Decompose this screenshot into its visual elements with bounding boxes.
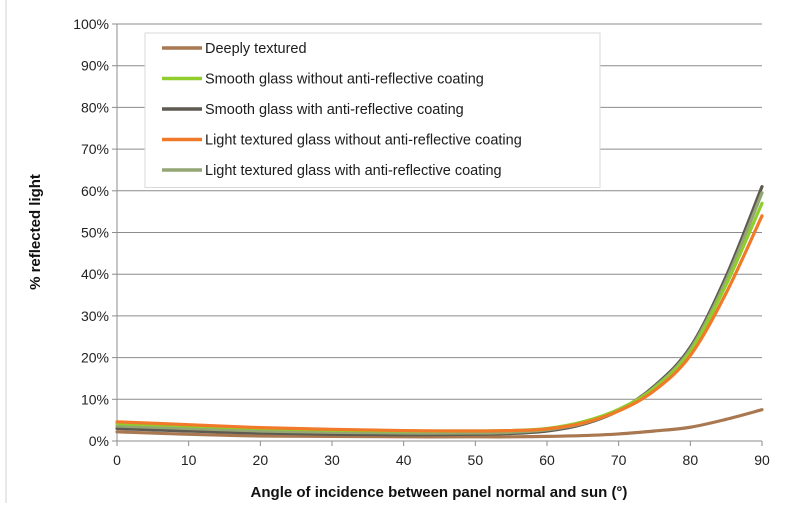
y-tick-label: 0% <box>89 433 109 449</box>
legend-label: Light textured glass without anti-reflec… <box>205 133 522 149</box>
legend-label: Smooth glass without anti-reflective coa… <box>205 72 484 88</box>
y-tick-label: 80% <box>81 99 109 115</box>
legend: Deeply textured Smooth glass without anti… <box>144 32 601 188</box>
x-tick-label: 10 <box>181 452 197 468</box>
y-tick-label: 90% <box>81 58 109 74</box>
series-line-3 <box>115 185 764 437</box>
y-tick-label: 70% <box>81 141 109 157</box>
x-tick-label: 0 <box>113 452 121 468</box>
y-tick-label: 100% <box>73 16 109 32</box>
x-tick-label: 20 <box>253 452 269 468</box>
legend-label: Smooth glass with anti-reflective coatin… <box>205 102 464 118</box>
legend-label: Light textured glass with anti-reflectiv… <box>205 163 502 179</box>
x-tick-label: 70 <box>611 452 627 468</box>
x-tick-label: 60 <box>539 452 555 468</box>
y-tick-label: 10% <box>81 391 109 407</box>
y-axis-title: % reflected light <box>27 174 44 290</box>
x-axis-title: Angle of incidence between panel normal … <box>251 484 628 501</box>
series-layer <box>115 185 764 439</box>
x-tick-label: 90 <box>754 452 770 468</box>
y-tick-label: 50% <box>81 225 109 241</box>
series-line-5 <box>115 191 764 435</box>
x-tick-label: 40 <box>396 452 412 468</box>
axes-layer: 0% 10% 20% 30% 40% 50% 60% 70% 80% 90% 100% 0 10 20 30… <box>73 16 770 468</box>
legend-box <box>144 32 601 188</box>
x-tick-label: 30 <box>324 452 340 468</box>
y-tick-label: 40% <box>81 266 109 282</box>
series-line-1 <box>115 408 764 439</box>
x-tick-label: 50 <box>468 452 484 468</box>
y-tick-label: 60% <box>81 183 109 199</box>
series-line-2 <box>115 201 764 433</box>
series-line-4 <box>115 214 764 433</box>
legend-label: Deeply textured <box>205 41 307 57</box>
y-tick-label: 30% <box>81 308 109 324</box>
y-tick-label: 20% <box>81 350 109 366</box>
x-tick-label: 80 <box>683 452 699 468</box>
